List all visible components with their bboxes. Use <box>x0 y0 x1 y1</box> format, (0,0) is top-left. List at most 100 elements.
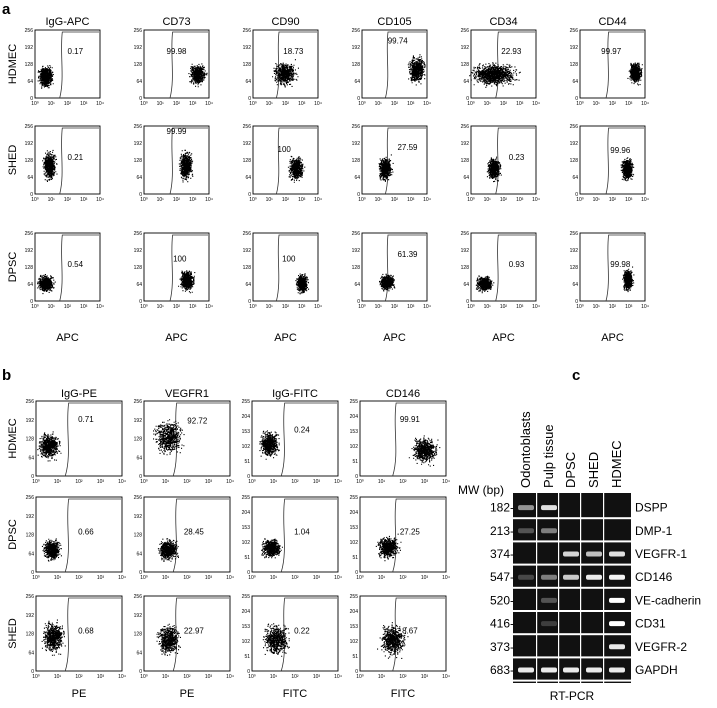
event-dots <box>156 623 181 656</box>
y-tick-label: 0 <box>248 299 251 305</box>
y-tick-label: 0 <box>31 474 34 480</box>
x-tick-label: 10² <box>391 101 399 107</box>
flow-plot: 0 64 128 192 256 10⁰ 10¹ 10² 10³ 10⁴ 27.59 <box>352 124 431 203</box>
gene-label: DSPP <box>635 501 668 515</box>
gate-percentage: 100 <box>278 145 292 154</box>
y-tick-label: 128 <box>461 158 470 164</box>
y-tick-label: 256 <box>461 231 470 237</box>
y-tick-label: 256 <box>134 495 143 501</box>
x-tick-label: 10² <box>173 197 181 203</box>
y-tick-label: 204 <box>242 510 251 516</box>
flow-plot: 0 64 128 192 256 10⁰ 10¹ 10² 10³ 10⁴ 99.99 <box>134 124 213 203</box>
x-tick-label: 10² <box>75 575 83 581</box>
gel-band <box>518 505 534 511</box>
gel-band <box>518 528 534 534</box>
plot-frame <box>143 595 231 672</box>
gene-label: GAPDH <box>635 663 678 677</box>
gate-percentage: 99.99 <box>166 127 187 136</box>
x-axis-label: FITC <box>283 688 307 700</box>
y-tick-label: 0 <box>139 570 142 576</box>
gel-band <box>609 667 625 673</box>
x-tick-label: 10² <box>399 575 407 581</box>
flow-plot: 0 64 128 192 256 10⁰ 10¹ 10² 10³ 10⁴ 0.54 <box>25 231 104 310</box>
y-tick-label: 128 <box>134 632 143 638</box>
y-tick-label: 153 <box>242 525 251 531</box>
gate-line <box>172 498 229 573</box>
x-tick-label: 10³ <box>313 479 321 485</box>
gel-strip-divider <box>513 633 631 636</box>
event-dots <box>41 538 62 562</box>
y-tick-label: 102 <box>242 639 251 645</box>
lane-divider <box>580 493 582 683</box>
y-tick-label: 64 <box>572 282 578 288</box>
event-dots <box>272 59 299 88</box>
gate-line <box>280 597 337 672</box>
gel-band <box>609 574 625 580</box>
gate-percentage: 0.17 <box>68 47 84 56</box>
x-axis-label: APC <box>274 332 297 344</box>
mw-marker: 547- <box>490 570 514 584</box>
x-tick-label: 10⁰ <box>249 197 257 203</box>
x-tick-label: 10¹ <box>266 304 274 310</box>
lane-label: Pulp tissue <box>541 424 556 488</box>
y-tick-label: 192 <box>26 418 35 424</box>
y-tick-label: 204 <box>350 414 359 420</box>
x-tick-label: 10¹ <box>54 575 62 581</box>
x-tick-label: 10⁴ <box>334 575 342 581</box>
x-tick-label: 10² <box>183 674 191 680</box>
panel-c-label: c <box>572 367 580 384</box>
y-tick-label: 192 <box>243 141 252 147</box>
gate-line <box>385 31 426 99</box>
x-tick-label: 10² <box>291 479 299 485</box>
y-tick-label: 128 <box>134 62 143 68</box>
x-tick-label: 10³ <box>80 304 88 310</box>
plot-frame <box>361 29 428 99</box>
y-tick-label: 256 <box>352 28 361 34</box>
x-tick-label: 10¹ <box>484 101 492 107</box>
x-tick-label: 10² <box>183 575 191 581</box>
gate-percentage: 0.68 <box>78 627 94 636</box>
gel-band <box>609 551 625 557</box>
lane-label: SHED <box>586 452 601 488</box>
plot-frame <box>34 29 101 99</box>
x-tick-label: 10⁴ <box>118 479 126 485</box>
x-tick-label: 10³ <box>625 304 633 310</box>
gate-line <box>280 498 337 573</box>
x-tick-label: 10¹ <box>157 101 165 107</box>
column-header: CD146 <box>386 388 420 400</box>
x-tick-label: 10¹ <box>484 197 492 203</box>
y-tick-label: 0 <box>31 570 34 576</box>
x-tick-label: 10¹ <box>266 197 274 203</box>
flow-plot: 0 64 128 192 256 10⁰ 10¹ 10² 10³ 10⁴ 92.72 <box>134 399 234 485</box>
y-tick-label: 192 <box>25 248 34 254</box>
y-tick-label: 0 <box>139 474 142 480</box>
plot-frame <box>361 125 428 195</box>
x-tick-label: 10⁴ <box>532 304 540 310</box>
event-dots <box>37 65 54 89</box>
x-tick-label: 10⁰ <box>32 479 40 485</box>
gate-percentage: 0.66 <box>78 528 94 537</box>
mw-marker: 373- <box>490 640 514 654</box>
gate-percentage: 1.04 <box>294 528 310 537</box>
gene-label: CD31 <box>635 617 666 631</box>
y-tick-label: 192 <box>26 613 35 619</box>
x-tick-label: 10¹ <box>157 304 165 310</box>
x-tick-label: 10⁴ <box>423 197 431 203</box>
lane-label: Odontoblasts <box>518 411 533 488</box>
y-tick-label: 255 <box>350 594 359 600</box>
x-tick-label: 10¹ <box>54 479 62 485</box>
y-tick-label: 0 <box>31 669 34 675</box>
x-tick-label: 10¹ <box>266 101 274 107</box>
y-tick-label: 256 <box>570 124 579 130</box>
x-tick-label: 10³ <box>407 304 415 310</box>
flow-plot: 0 64 128 192 256 10⁰ 10¹ 10² 10³ 10⁴ 61.39 <box>352 231 431 310</box>
x-tick-label: 10² <box>399 674 407 680</box>
x-tick-label: 10⁴ <box>118 575 126 581</box>
x-axis-label: APC <box>56 332 79 344</box>
x-tick-label: 10⁴ <box>205 101 213 107</box>
x-tick-label: 10¹ <box>162 479 170 485</box>
plot-frame <box>359 400 447 477</box>
y-tick-label: 192 <box>134 248 143 254</box>
plot-frame <box>470 125 537 195</box>
row-label: SHED <box>7 145 19 176</box>
